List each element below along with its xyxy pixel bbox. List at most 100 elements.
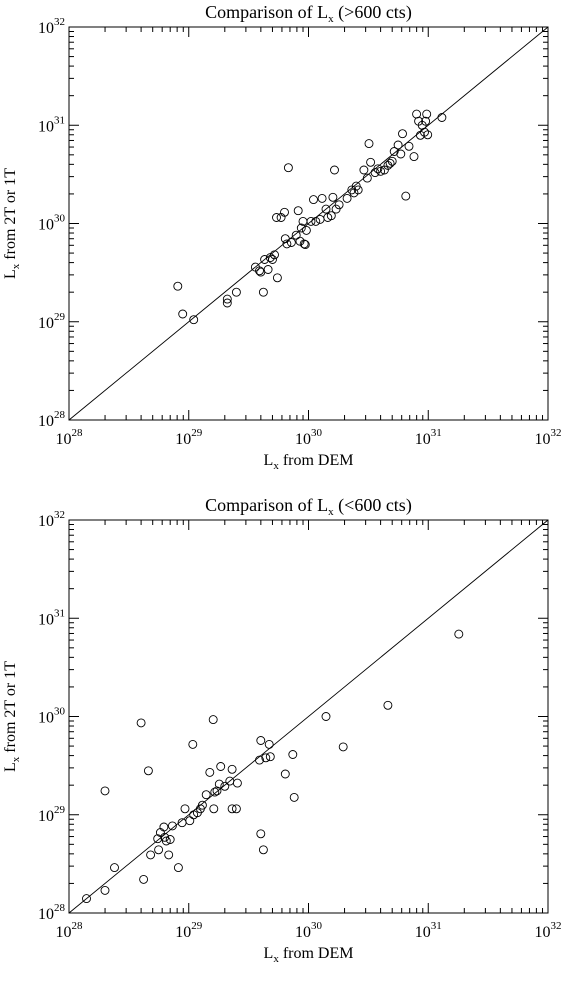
data-point xyxy=(178,309,188,319)
chart-title-base: Comparison of L xyxy=(205,2,328,22)
x-tick-label: 1030 xyxy=(295,427,323,448)
data-point xyxy=(401,191,411,201)
x-tick-exponent: 32 xyxy=(551,427,562,439)
data-point xyxy=(389,147,399,156)
data-point xyxy=(82,894,91,904)
chart-title: Comparison of Lx (<600 cts) xyxy=(205,495,412,518)
data-point xyxy=(214,779,224,789)
data-point xyxy=(256,829,266,839)
data-point xyxy=(173,281,183,291)
data-point xyxy=(167,821,177,831)
x-tick-label: 1032 xyxy=(535,920,562,941)
x-tick-label: 1030 xyxy=(295,920,323,941)
y-tick-base: 10 xyxy=(38,611,54,628)
chart-top-panel: 1028 1028 1029 1029 1030 1030 1031 1031 1032 1032… xyxy=(0,0,567,492)
data-point xyxy=(270,250,279,260)
y-tick-label: 1029 xyxy=(38,804,66,825)
data-point xyxy=(321,204,331,214)
y-tick-label: 1032 xyxy=(38,509,65,530)
data-point xyxy=(330,165,339,175)
data-point xyxy=(165,835,175,844)
data-point xyxy=(231,804,241,814)
data-point xyxy=(423,130,433,140)
data-point xyxy=(338,742,348,752)
chart-title-base: Comparison of L xyxy=(205,495,328,515)
y-axis-label-tail: from 2T or 1T xyxy=(2,661,19,757)
y-tick-label: 1032 xyxy=(38,16,65,37)
data-point xyxy=(422,109,432,119)
data-point xyxy=(197,800,207,810)
y-axis-label: Lx from 2T or 1T xyxy=(2,168,22,279)
data-point xyxy=(212,786,222,796)
data-point xyxy=(205,767,215,777)
data-point xyxy=(326,211,336,221)
data-point xyxy=(100,885,110,895)
data-point xyxy=(227,804,237,814)
y-axis-label: Lx from 2T or 1T xyxy=(2,661,22,772)
data-point xyxy=(398,129,407,139)
y-tick-label: 1031 xyxy=(38,607,65,628)
x-tick-exponent: 28 xyxy=(72,920,84,932)
x-tick-exponent: 30 xyxy=(311,920,323,932)
data-point xyxy=(153,834,163,844)
y-tick-label: 1030 xyxy=(38,706,66,727)
y-tick-base: 10 xyxy=(38,906,54,923)
data-point xyxy=(309,195,318,205)
data-point xyxy=(201,790,211,800)
x-tick-base: 10 xyxy=(56,924,72,941)
data-point xyxy=(362,173,372,183)
y-tick-base: 10 xyxy=(38,808,54,825)
data-point xyxy=(272,273,282,283)
data-point xyxy=(280,207,289,217)
data-point xyxy=(283,163,293,173)
x-tick-base: 10 xyxy=(415,431,431,448)
data-point xyxy=(342,193,352,203)
data-point xyxy=(293,206,303,216)
x-tick-base: 10 xyxy=(535,924,551,941)
data-point xyxy=(216,762,226,771)
y-tick-base: 10 xyxy=(38,413,54,430)
x-tick-exponent: 29 xyxy=(191,920,203,932)
y-axis-label-subscript: x xyxy=(10,263,22,269)
y-tick-base: 10 xyxy=(38,20,54,37)
data-point xyxy=(180,804,190,814)
x-tick-exponent: 31 xyxy=(431,920,442,932)
y-tick-exponent: 28 xyxy=(54,902,66,914)
data-point xyxy=(300,240,310,250)
data-point xyxy=(421,116,431,126)
scatter-chart-bottom: 1028102810291029103010301031103110321032… xyxy=(2,495,562,965)
data-point xyxy=(280,234,290,244)
data-point xyxy=(258,845,268,855)
data-point xyxy=(261,753,271,763)
data-point xyxy=(220,781,230,791)
data-point xyxy=(227,764,237,774)
data-point xyxy=(286,238,296,247)
data-point xyxy=(265,752,275,762)
data-point xyxy=(210,787,220,797)
data-point xyxy=(412,109,422,119)
data-point xyxy=(420,127,429,137)
y-tick-exponent: 30 xyxy=(54,213,66,225)
y-tick-base: 10 xyxy=(38,513,54,530)
y-axis-label-base: L xyxy=(2,269,19,279)
data-point xyxy=(222,294,232,304)
data-point xyxy=(373,164,383,174)
data-point xyxy=(164,850,174,860)
data-point xyxy=(146,850,156,860)
data-point xyxy=(268,255,277,264)
y-axis-label-base: L xyxy=(2,762,19,772)
x-axis-label-tail: from DEM xyxy=(279,945,354,962)
chart-title-tail: (<600 cts) xyxy=(334,495,412,516)
data-point xyxy=(154,845,164,855)
data-point xyxy=(306,216,316,226)
x-tick-base: 10 xyxy=(175,924,191,941)
y-tick-base: 10 xyxy=(38,315,54,332)
y-tick-label: 1031 xyxy=(38,114,65,135)
data-point xyxy=(139,874,149,884)
x-tick-exponent: 30 xyxy=(311,427,323,439)
x-tick-base: 10 xyxy=(535,431,551,448)
y-tick-label: 1028 xyxy=(38,409,66,430)
x-tick-base: 10 xyxy=(175,431,191,448)
data-point xyxy=(359,165,369,175)
data-point xyxy=(264,739,274,749)
